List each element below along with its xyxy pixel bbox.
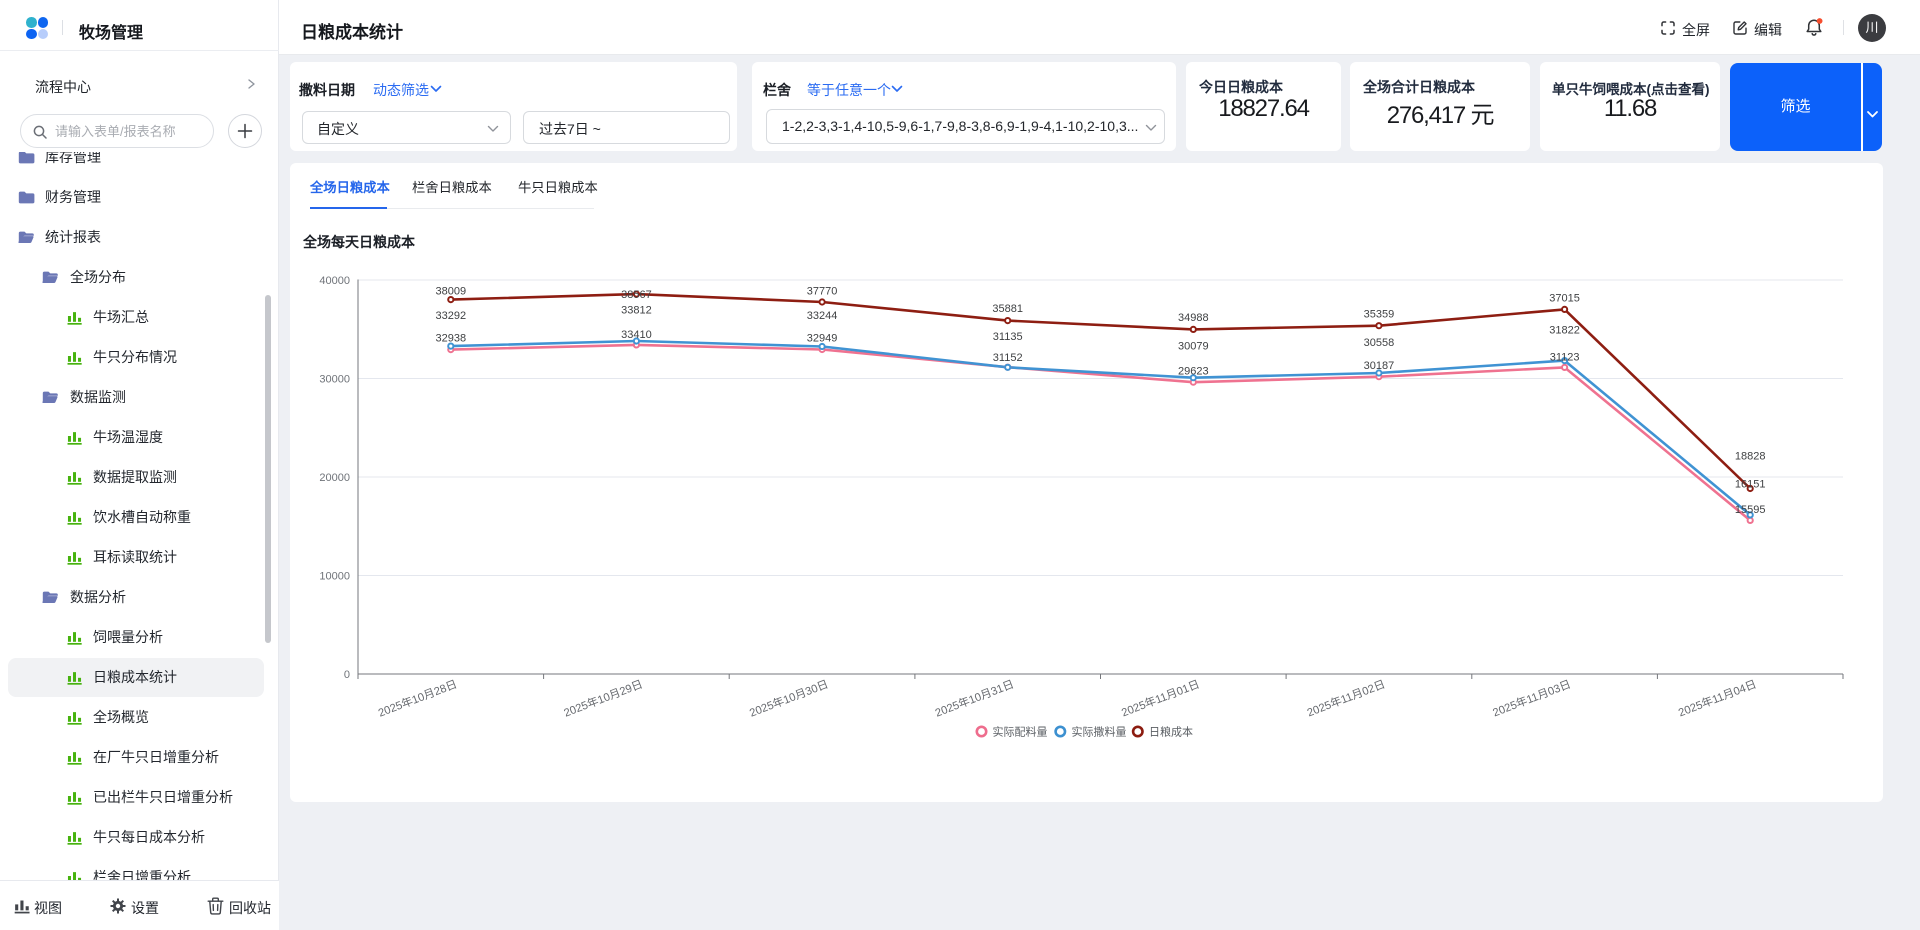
svg-text:30187: 30187 (1364, 360, 1395, 372)
svg-text:31152: 31152 (993, 352, 1023, 364)
svg-text:2025年10月28日: 2025年10月28日 (376, 677, 459, 720)
svg-text:40000: 40000 (319, 275, 350, 287)
svg-text:38567: 38567 (621, 289, 652, 301)
svg-text:30079: 30079 (1178, 341, 1209, 353)
svg-text:35881: 35881 (992, 303, 1023, 315)
svg-text:15595: 15595 (1735, 504, 1766, 516)
svg-text:2025年10月29日: 2025年10月29日 (562, 677, 645, 720)
svg-text:日粮成本: 日粮成本 (1149, 725, 1193, 739)
svg-text:31135: 31135 (993, 331, 1023, 343)
svg-text:18828: 18828 (1735, 451, 1766, 463)
svg-text:34988: 34988 (1178, 312, 1209, 324)
svg-text:10000: 10000 (319, 571, 350, 583)
svg-text:33812: 33812 (621, 305, 652, 317)
svg-text:30558: 30558 (1364, 337, 1395, 349)
svg-text:38009: 38009 (436, 286, 467, 298)
svg-text:33410: 33410 (621, 329, 652, 341)
svg-text:20000: 20000 (319, 472, 350, 484)
svg-text:2025年11月04日: 2025年11月04日 (1676, 677, 1758, 720)
svg-text:2025年10月30日: 2025年10月30日 (747, 677, 830, 720)
svg-text:实际撒料量: 实际撒料量 (1072, 725, 1127, 739)
svg-text:2025年11月03日: 2025年11月03日 (1491, 677, 1573, 720)
svg-text:32938: 32938 (436, 333, 467, 345)
svg-text:31123: 31123 (1550, 352, 1580, 364)
svg-text:2025年11月02日: 2025年11月02日 (1305, 677, 1387, 720)
svg-text:37770: 37770 (807, 286, 838, 298)
svg-text:33244: 33244 (807, 310, 838, 322)
svg-text:0: 0 (344, 669, 350, 681)
svg-text:16151: 16151 (1735, 479, 1766, 491)
svg-text:29623: 29623 (1178, 366, 1209, 378)
svg-text:31822: 31822 (1549, 325, 1580, 337)
svg-text:实际配料量: 实际配料量 (993, 725, 1048, 739)
svg-text:2025年11月01日: 2025年11月01日 (1119, 677, 1201, 720)
svg-text:2025年10月31日: 2025年10月31日 (933, 677, 1016, 720)
svg-text:33292: 33292 (436, 310, 467, 322)
svg-text:35359: 35359 (1364, 309, 1395, 321)
svg-text:32949: 32949 (807, 332, 838, 344)
svg-text:37015: 37015 (1549, 293, 1580, 305)
svg-text:30000: 30000 (319, 374, 350, 386)
